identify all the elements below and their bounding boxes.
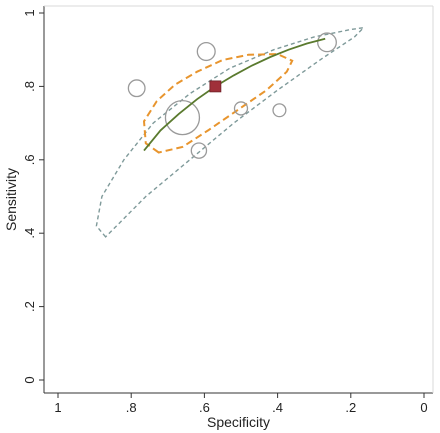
study-markers [127, 32, 337, 159]
y-tick-label: .4 [22, 228, 37, 239]
study-marker [272, 103, 287, 118]
y-axis-title: Sensitivity [3, 168, 19, 231]
axes: 1 .8 .6 .4 .2 0 0 .2 .4 .6 .8 1 Specificity Sensit… [3, 5, 434, 430]
summary-point [209, 80, 222, 93]
y-tick-label: 0 [22, 376, 37, 383]
confidence-region [142, 53, 294, 154]
study-marker [196, 41, 216, 62]
y-axis-ticks: 0 .2 .4 .6 .8 1 [22, 9, 44, 384]
y-tick-label: .8 [22, 81, 37, 92]
prediction-region [95, 26, 366, 238]
y-tick-label: .6 [22, 154, 37, 165]
study-marker [127, 79, 146, 98]
y-tick-label: .2 [22, 301, 37, 312]
x-tick-label: .8 [126, 400, 137, 415]
x-tick-label: .2 [345, 400, 356, 415]
study-marker [317, 32, 337, 53]
sroc-curve [143, 37, 326, 152]
x-tick-label: .6 [199, 400, 210, 415]
study-marker [190, 142, 208, 159]
study-marker [164, 99, 201, 136]
x-tick-label: .4 [272, 400, 283, 415]
plot-area [95, 26, 366, 238]
x-axis-ticks: 1 .8 .6 .4 .2 0 [54, 393, 428, 415]
study-marker [233, 101, 249, 116]
x-tick-label: 0 [420, 400, 427, 415]
y-tick-label: 1 [22, 9, 37, 16]
x-axis-title: Specificity [207, 414, 270, 430]
x-tick-label: 1 [54, 400, 61, 415]
